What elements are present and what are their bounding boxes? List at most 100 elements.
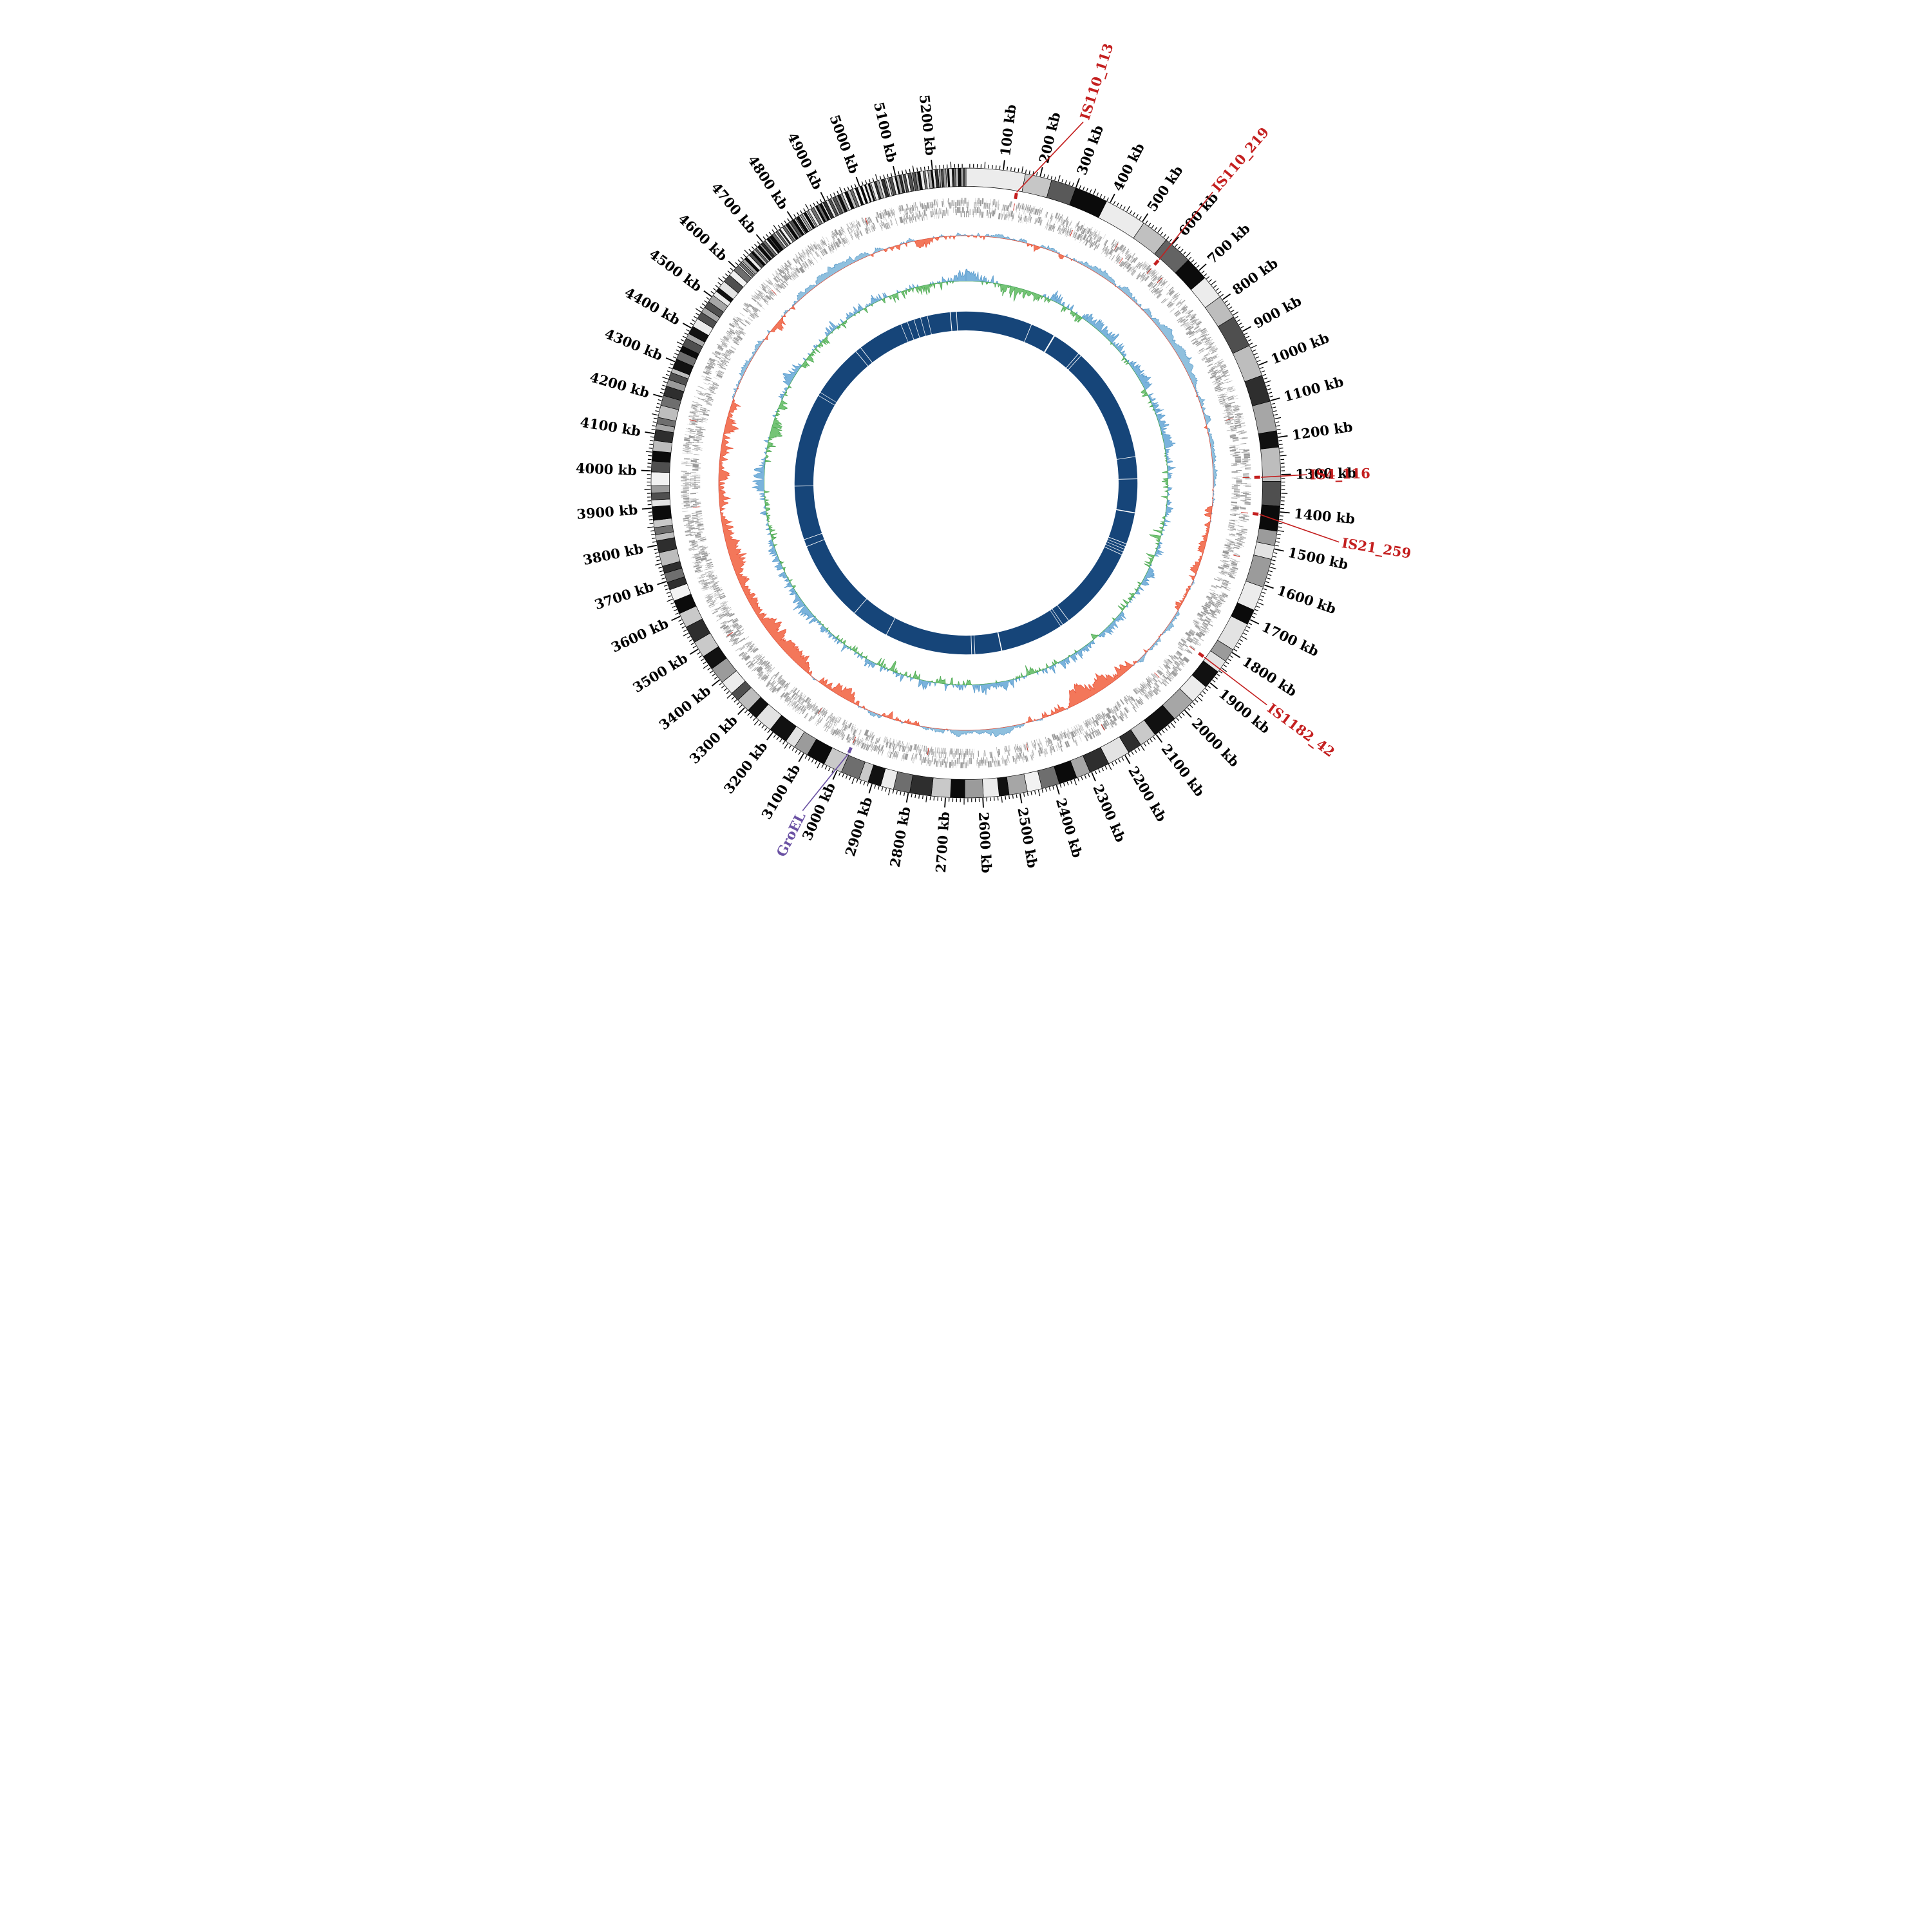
position-label: 1100 kb xyxy=(1282,374,1345,405)
annotation-leader-IS1182_42 xyxy=(1204,656,1267,706)
position-label: 5200 kb xyxy=(916,94,939,156)
core-ring-gap xyxy=(1065,352,1080,370)
position-label: 2300 kb xyxy=(1090,782,1129,844)
position-label: 1300 kb xyxy=(1295,464,1357,482)
core-ring-gap xyxy=(973,634,976,656)
position-label: 4600 kb xyxy=(675,211,730,264)
position-label: 1800 kb xyxy=(1240,653,1300,699)
position-label: 900 kb xyxy=(1251,292,1304,332)
core-ring-gap xyxy=(1115,509,1137,514)
position-label: 4000 kb xyxy=(575,460,637,478)
annotation-marker-IS1182_42 xyxy=(1198,652,1205,658)
annotation-leader-IS110_219 xyxy=(1158,191,1213,260)
core-genome-ring xyxy=(793,310,1139,656)
position-label: 4400 kb xyxy=(622,284,683,328)
position-label: 700 kb xyxy=(1204,220,1253,267)
gc-skew-track xyxy=(718,232,1218,737)
position-label: 400 kb xyxy=(1110,140,1148,194)
annotation-label-IS4_116: IS4_116 xyxy=(1310,465,1371,482)
core-ring-gap xyxy=(805,538,826,547)
annotation-leader-IS4_116 xyxy=(1261,474,1307,478)
position-label: 3600 kb xyxy=(609,615,671,656)
core-ring-gap xyxy=(956,310,958,332)
core-ring-gap xyxy=(802,533,824,541)
position-label: 3300 kb xyxy=(686,712,740,767)
position-label: 2100 kb xyxy=(1158,741,1208,799)
annotation-leader-IS21_259 xyxy=(1259,513,1340,543)
core-ring-gap xyxy=(859,346,874,365)
core-ring-gap xyxy=(900,323,909,343)
core-ring-gap xyxy=(1115,456,1137,460)
position-label: 2200 kb xyxy=(1125,763,1170,824)
position-label: 100 kb xyxy=(997,104,1019,157)
annotation-leader-GroEL xyxy=(802,753,849,811)
core-ring-gap xyxy=(1023,323,1033,344)
core-ring-gap xyxy=(1051,607,1064,626)
annotation-label-IS21_259: IS21_259 xyxy=(1341,535,1412,562)
core-ring-gap xyxy=(1049,609,1062,628)
position-label: 500 kb xyxy=(1144,162,1186,214)
core-ring-gap xyxy=(971,634,972,656)
annotation-leader-IS110_113 xyxy=(1016,121,1084,193)
core-ring-gap xyxy=(926,314,933,336)
position-label: 3000 kb xyxy=(799,781,838,843)
position-label: 4900 kb xyxy=(784,130,826,192)
core-ring-gap xyxy=(997,630,1003,652)
core-ring-gap xyxy=(1104,544,1124,553)
position-label: 2500 kb xyxy=(1014,806,1041,869)
position-label: 1000 kb xyxy=(1269,330,1331,368)
position-label: 1200 kb xyxy=(1291,419,1354,444)
core-ring-gap xyxy=(793,485,815,487)
core-ring-gap xyxy=(1066,354,1083,371)
gene-track-reverse xyxy=(690,207,1242,759)
annotation-label-IS110_219: IS110_219 xyxy=(1209,124,1273,195)
core-ring-gap xyxy=(920,316,927,337)
position-label: 4800 kb xyxy=(744,152,791,212)
position-label: 1600 kb xyxy=(1275,582,1338,617)
core-ring-gap xyxy=(1117,478,1139,480)
position-label: 5100 kb xyxy=(871,100,900,164)
position-label: 600 kb xyxy=(1175,189,1221,239)
position-label: 800 kb xyxy=(1229,255,1281,298)
gene-track-forward xyxy=(681,198,1251,768)
annotation-label-IS1182_42: IS1182_42 xyxy=(1264,700,1338,760)
annotation-marker-IS21_259 xyxy=(1252,512,1259,516)
annotation-marker-IS110_219 xyxy=(1153,259,1160,266)
is-element-gene-marks xyxy=(689,203,1250,755)
position-label: 4200 kb xyxy=(588,369,651,401)
position-label: 300 kb xyxy=(1074,123,1106,177)
core-ring-gap xyxy=(855,350,869,368)
position-label: 3200 kb xyxy=(721,739,771,797)
position-label: 4100 kb xyxy=(579,414,642,440)
position-label: 3400 kb xyxy=(656,682,714,733)
position-label: 3700 kb xyxy=(592,578,656,612)
position-label: 1500 kb xyxy=(1287,544,1350,573)
core-ring-gap xyxy=(817,394,837,406)
annotation-leader-lines xyxy=(802,121,1340,811)
core-ring-gap xyxy=(885,616,896,636)
position-label: 3800 kb xyxy=(582,540,645,568)
core-ring-gap xyxy=(819,391,838,404)
position-label: 5000 kb xyxy=(826,113,862,176)
core-ring-gap xyxy=(949,310,952,333)
figure-stage: 100 kb 200 kb 300 kb 400 kb 500 kb 600 kb 700 … xyxy=(483,0,1449,966)
core-ring-gap xyxy=(853,597,868,615)
position-label: 2800 kb xyxy=(887,806,914,869)
position-label: 1700 kb xyxy=(1260,618,1321,659)
core-ring-gap xyxy=(1106,538,1127,547)
position-label: 200 kb xyxy=(1036,111,1063,165)
core-ring-gap xyxy=(1105,541,1126,550)
position-label: 4500 kb xyxy=(646,245,705,294)
position-label: 2000 kb xyxy=(1189,715,1243,770)
position-label: 4700 kb xyxy=(708,179,759,236)
core-ring-gap xyxy=(1103,545,1124,556)
position-label: 2900 kb xyxy=(842,795,875,858)
gc-content-track xyxy=(752,269,1176,696)
core-ring-gap xyxy=(913,318,920,339)
core-ring-gap xyxy=(1107,536,1128,545)
core-ring-gap xyxy=(906,320,915,341)
position-label: 1900 kb xyxy=(1216,685,1273,737)
core-ring-gap xyxy=(1056,603,1070,622)
